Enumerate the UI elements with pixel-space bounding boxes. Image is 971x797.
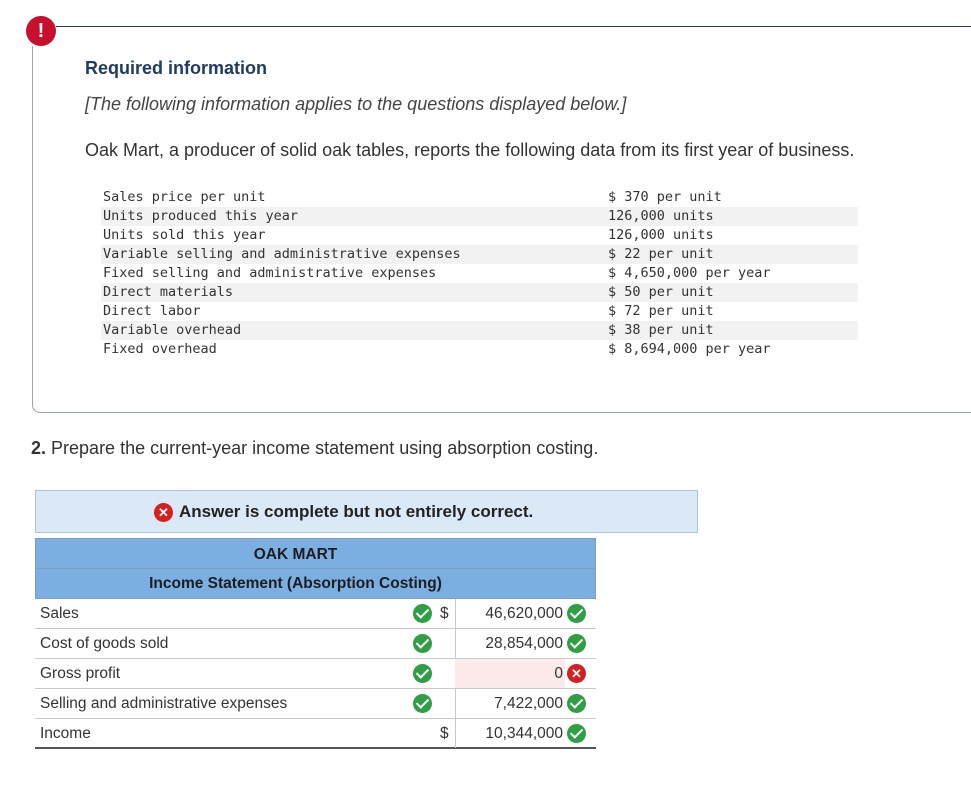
question-prompt: 2. Prepare the current-year income state… (31, 438, 598, 459)
data-value: $ 38 per unit (608, 321, 858, 340)
data-row: Variable selling and administrative expe… (101, 245, 858, 264)
intro-text: Oak Mart, a producer of solid oak tables… (85, 140, 855, 160)
panel-top-rule (56, 26, 971, 27)
statement-row-selling-admin: Selling and administrative expenses 7,42… (35, 689, 596, 719)
income-statement: OAK MART Income Statement (Absorption Co… (35, 538, 596, 749)
data-label: Direct materials (101, 283, 608, 302)
data-label: Fixed selling and administrative expense… (103, 265, 437, 281)
check-icon (413, 604, 432, 628)
data-row: Variable overhead $ 38 per unit (101, 321, 858, 340)
check-icon (567, 694, 586, 718)
answer-status-text: Answer is complete but not entirely corr… (179, 502, 534, 521)
column-divider (455, 629, 456, 658)
required-info-title: Required information (85, 58, 268, 78)
check-icon (567, 604, 586, 628)
data-value: 126,000 units (608, 207, 858, 226)
statement-row-cogs: Cost of goods sold 28,854,000 (35, 629, 596, 659)
required-info-panel (32, 46, 971, 413)
question-text: Prepare the current-year income statemen… (51, 438, 599, 458)
column-divider (455, 719, 456, 748)
data-row: Fixed selling and administrative expense… (101, 264, 858, 283)
x-circle-icon: ✕ (567, 664, 586, 683)
row-label-input[interactable]: Cost of goods sold (40, 635, 169, 652)
data-label: Sales price per unit (103, 189, 266, 205)
data-value: $ 4,650,000 per year (608, 265, 771, 281)
data-label: Variable overhead (101, 321, 608, 340)
data-value: $ 22 per unit (608, 245, 858, 264)
dollar-sign: $ (440, 725, 449, 742)
dollar-sign: $ (440, 605, 449, 622)
statement-row-income: Income $ 10,344,000 (35, 719, 596, 749)
data-value: 126,000 units (608, 227, 714, 243)
check-icon (413, 634, 432, 658)
column-divider (455, 689, 456, 718)
statement-row-gross-profit: Gross profit 0 ✕ (35, 659, 596, 689)
data-label: Fixed overhead (103, 341, 217, 357)
statement-title: Income Statement (Absorption Costing) (35, 569, 596, 599)
row-label-input[interactable]: Selling and administrative expenses (40, 695, 288, 712)
statement-company: OAK MART (35, 538, 596, 569)
amount-input[interactable]: 10,344,000 (485, 725, 563, 742)
data-row: Sales price per unit $ 370 per unit (101, 188, 858, 207)
check-icon (567, 724, 586, 748)
answer-status-banner: ✕ Answer is complete but not entirely co… (35, 490, 698, 533)
data-label: Variable selling and administrative expe… (101, 245, 608, 264)
row-label-input[interactable]: Gross profit (40, 665, 121, 682)
data-value: $ 50 per unit (608, 283, 858, 302)
data-label: Units produced this year (101, 207, 608, 226)
data-row: Direct labor $ 72 per unit (101, 302, 858, 321)
data-value: $ 72 per unit (608, 303, 714, 319)
amount-input[interactable]: 46,620,000 (485, 605, 563, 622)
x-circle-icon: ✕ (154, 502, 173, 522)
given-data-table: Sales price per unit $ 370 per unit Units… (101, 188, 858, 359)
data-row: Units sold this year 126,000 units (101, 226, 858, 245)
data-value: $ 8,694,000 per year (608, 341, 771, 357)
column-divider (455, 599, 456, 628)
question-number: 2. (31, 438, 47, 458)
row-label-input[interactable]: Income (40, 725, 91, 742)
check-icon (567, 634, 586, 658)
statement-row-sales: Sales $ 46,620,000 (35, 599, 596, 629)
required-info-note: [The following information applies to th… (85, 94, 627, 114)
check-icon (413, 664, 432, 688)
row-label-input[interactable]: Sales (40, 605, 79, 622)
data-row: Fixed overhead $ 8,694,000 per year (101, 340, 858, 359)
data-row: Direct materials $ 50 per unit (101, 283, 858, 302)
data-label: Direct labor (103, 303, 201, 319)
data-value: $ 370 per unit (608, 189, 722, 205)
amount-input[interactable]: 7,422,000 (494, 695, 563, 712)
alert-icon: ! (26, 16, 56, 46)
amount-input[interactable]: 28,854,000 (485, 635, 563, 652)
check-icon (413, 694, 432, 718)
amount-input[interactable]: 0 (455, 659, 565, 688)
data-label: Units sold this year (103, 227, 266, 243)
data-row: Units produced this year 126,000 units (101, 207, 858, 226)
